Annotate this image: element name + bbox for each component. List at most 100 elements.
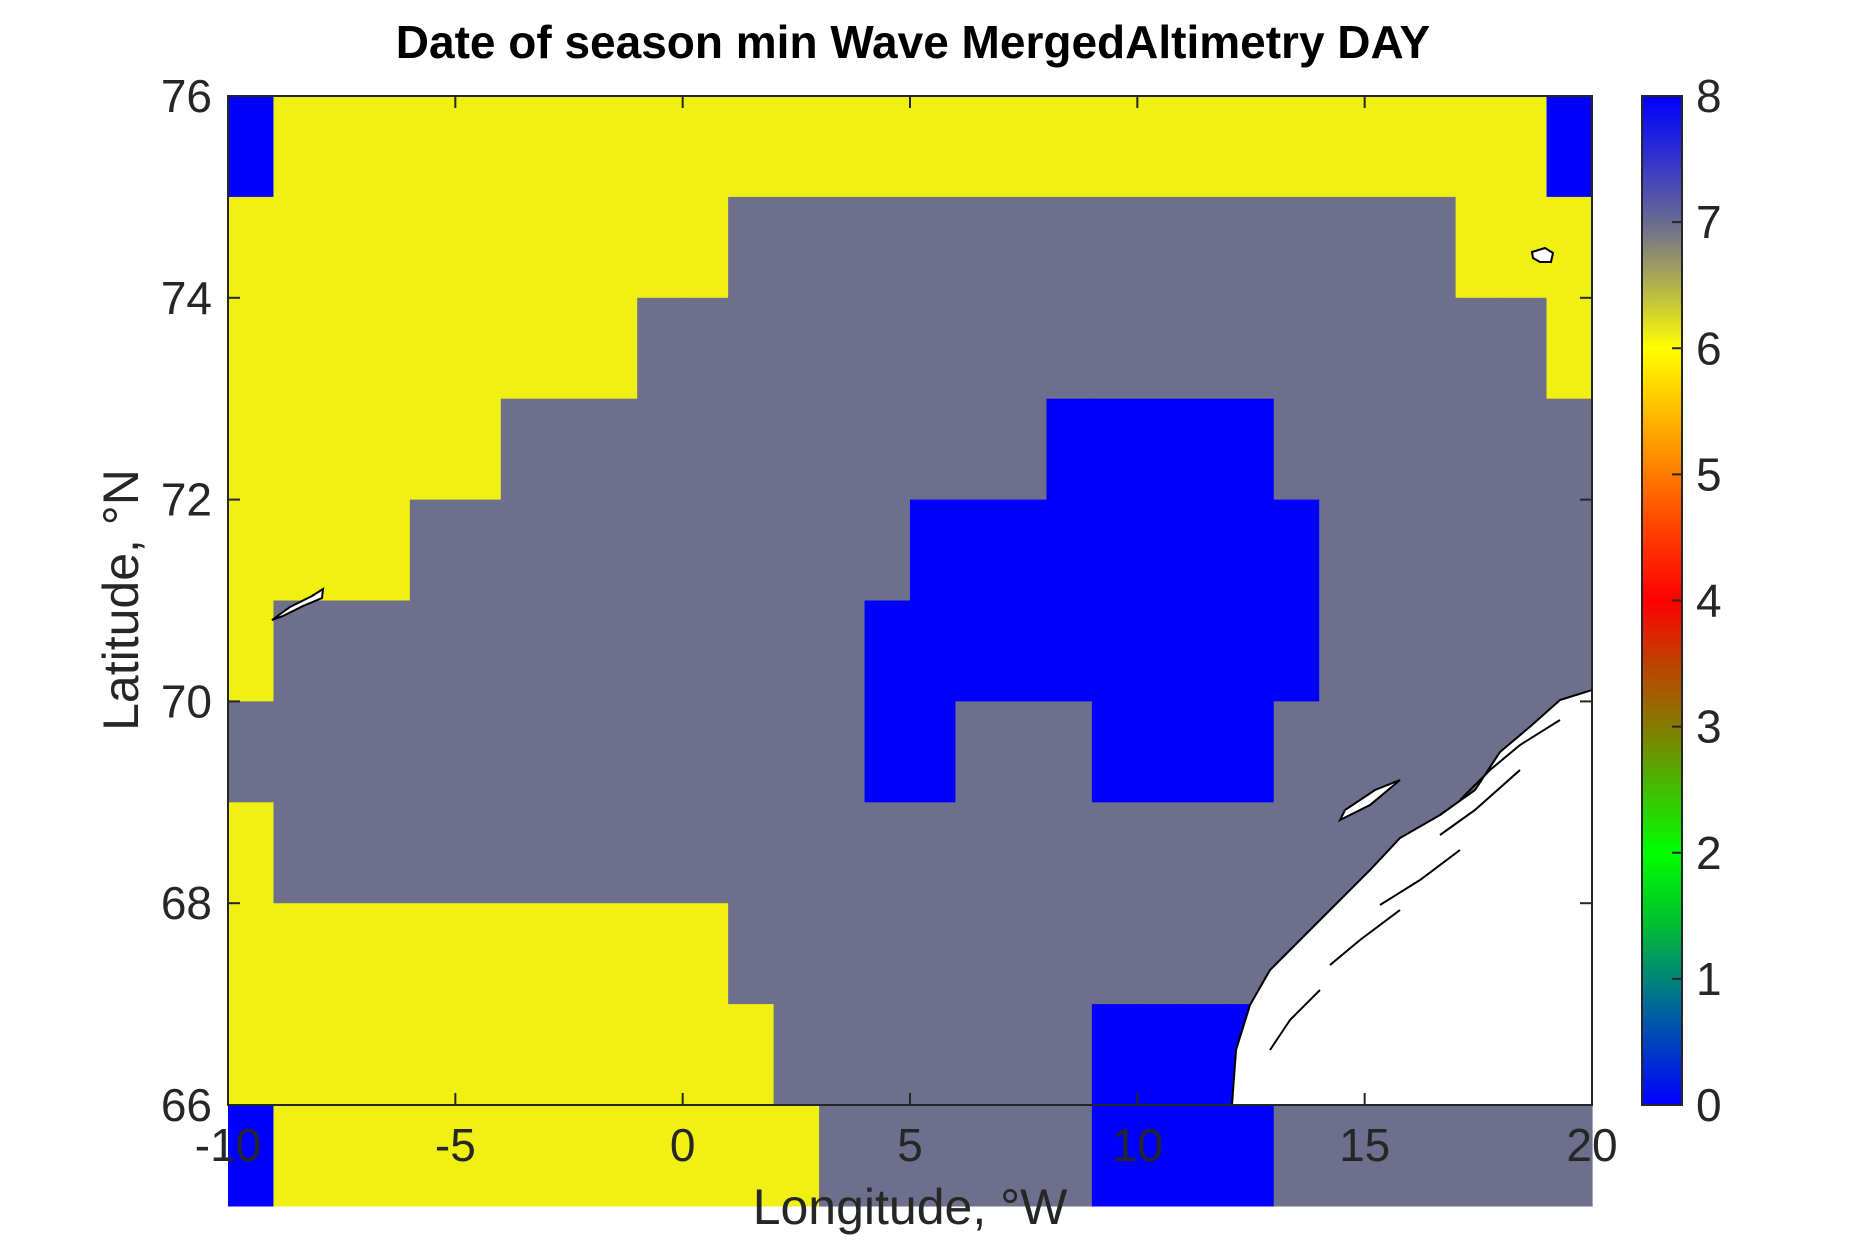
heatmap-cell <box>1364 600 1411 702</box>
heatmap-cell <box>1046 196 1093 299</box>
heatmap-cell <box>910 701 957 803</box>
heatmap-cell <box>637 196 684 299</box>
heatmap-cell <box>1228 499 1275 602</box>
x-tick-label: 10 <box>1112 1119 1163 1171</box>
heatmap-cell <box>228 701 275 803</box>
heatmap-cell <box>864 96 911 198</box>
heatmap-cell <box>591 196 638 299</box>
heatmap-cell <box>637 701 684 803</box>
heatmap-cell <box>591 96 638 198</box>
heatmap-cell <box>637 96 684 198</box>
bear-island <box>1530 246 1555 263</box>
heatmap-cell <box>682 1004 729 1106</box>
heatmap-cell <box>1319 196 1366 299</box>
heatmap-cell <box>455 903 502 1005</box>
heatmap-cell <box>455 701 502 803</box>
heatmap-cell <box>500 701 547 803</box>
heatmap-cell <box>1091 96 1138 198</box>
heatmap-cell <box>409 398 456 501</box>
heatmap-cell <box>955 96 1002 198</box>
heatmap-cell <box>273 802 320 904</box>
heatmap-cell <box>318 903 365 1005</box>
heatmap-cell <box>1000 196 1047 299</box>
heatmap-cell <box>728 1105 775 1207</box>
heatmap-cell <box>682 398 729 501</box>
x-tick-label: -5 <box>435 1119 476 1171</box>
heatmap-cell <box>864 297 911 400</box>
heatmap-cell <box>228 1105 275 1207</box>
y-tick-label: 76 <box>161 70 212 122</box>
heatmap-cell <box>728 600 775 702</box>
heatmap-cell <box>1273 802 1320 904</box>
heatmap-cell <box>500 196 547 299</box>
heatmap-cell <box>1137 600 1184 702</box>
heatmap-cell <box>364 96 411 198</box>
heatmap-cell <box>1091 802 1138 904</box>
heatmap-cell <box>773 398 820 501</box>
colorbar-tick-label: 1 <box>1696 953 1722 1005</box>
heatmap-cell <box>1364 398 1411 501</box>
heatmap-cell <box>1046 398 1093 501</box>
heatmap-cell <box>273 297 320 400</box>
heatmap-cell <box>409 196 456 299</box>
heatmap-cell <box>228 297 275 400</box>
norway-fjord-5 <box>1269 989 1321 1051</box>
heatmap-cell <box>910 96 957 198</box>
heatmap-cell <box>910 499 957 602</box>
y-tick-label: 72 <box>161 474 212 526</box>
heatmap-cell <box>1046 1105 1093 1207</box>
norway-fjord-3 <box>1379 849 1461 906</box>
heatmap-cell <box>591 499 638 602</box>
heatmap-cell <box>1455 96 1502 198</box>
heatmap-cell <box>1364 196 1411 299</box>
heatmap-cell <box>455 398 502 501</box>
heatmap-cell <box>1137 196 1184 299</box>
heatmap-cell <box>546 701 593 803</box>
heatmap-cell <box>728 499 775 602</box>
heatmap-cell <box>364 297 411 400</box>
y-tick-label: 74 <box>161 272 212 324</box>
x-axis-ticks: -10 -5 0 5 10 15 20 <box>195 96 1618 1171</box>
heatmap-cell <box>637 297 684 400</box>
norway-fjord-1 <box>1459 719 1561 801</box>
heatmap-cell <box>1501 1105 1548 1207</box>
heatmap-cell <box>1455 297 1502 400</box>
heatmap-cell <box>1182 1004 1229 1106</box>
heatmap-cell <box>864 196 911 299</box>
heatmap-cell <box>819 196 866 299</box>
heatmap-cell <box>637 398 684 501</box>
heatmap-cell <box>409 1004 456 1106</box>
heatmap-cell <box>637 1105 684 1207</box>
heatmap-cell <box>546 96 593 198</box>
colorbar-tick-label: 4 <box>1696 575 1722 627</box>
heatmap-cell <box>1046 96 1093 198</box>
heatmap-cell <box>1455 398 1502 501</box>
heatmap-cell <box>637 499 684 602</box>
heatmap-cell <box>819 1004 866 1106</box>
heatmap-cell <box>364 196 411 299</box>
heatmap-cell <box>955 499 1002 602</box>
heatmap-cell <box>500 499 547 602</box>
heatmap-cell <box>1228 196 1275 299</box>
heatmap-cell <box>318 802 365 904</box>
heatmap-cell <box>773 1004 820 1106</box>
heatmap-cell <box>318 1105 365 1207</box>
heatmap-cell <box>910 1105 957 1207</box>
heatmap-cell <box>1319 297 1366 400</box>
heatmap-cell <box>364 903 411 1005</box>
heatmap-cell <box>546 600 593 702</box>
heatmap-cell <box>955 600 1002 702</box>
heatmap-cell <box>546 802 593 904</box>
heatmap-cell <box>364 802 411 904</box>
colorbar-tick-label: 0 <box>1696 1079 1722 1131</box>
heatmap-cell <box>728 701 775 803</box>
heatmap-cell <box>1046 903 1093 1005</box>
heatmap-cell <box>728 1004 775 1106</box>
heatmap-cell <box>364 1004 411 1106</box>
heatmap-cell <box>364 1105 411 1207</box>
heatmap-cell <box>273 196 320 299</box>
heatmap-cell <box>409 1105 456 1207</box>
heatmap-cell <box>1228 701 1275 803</box>
heatmap-cell <box>1137 398 1184 501</box>
